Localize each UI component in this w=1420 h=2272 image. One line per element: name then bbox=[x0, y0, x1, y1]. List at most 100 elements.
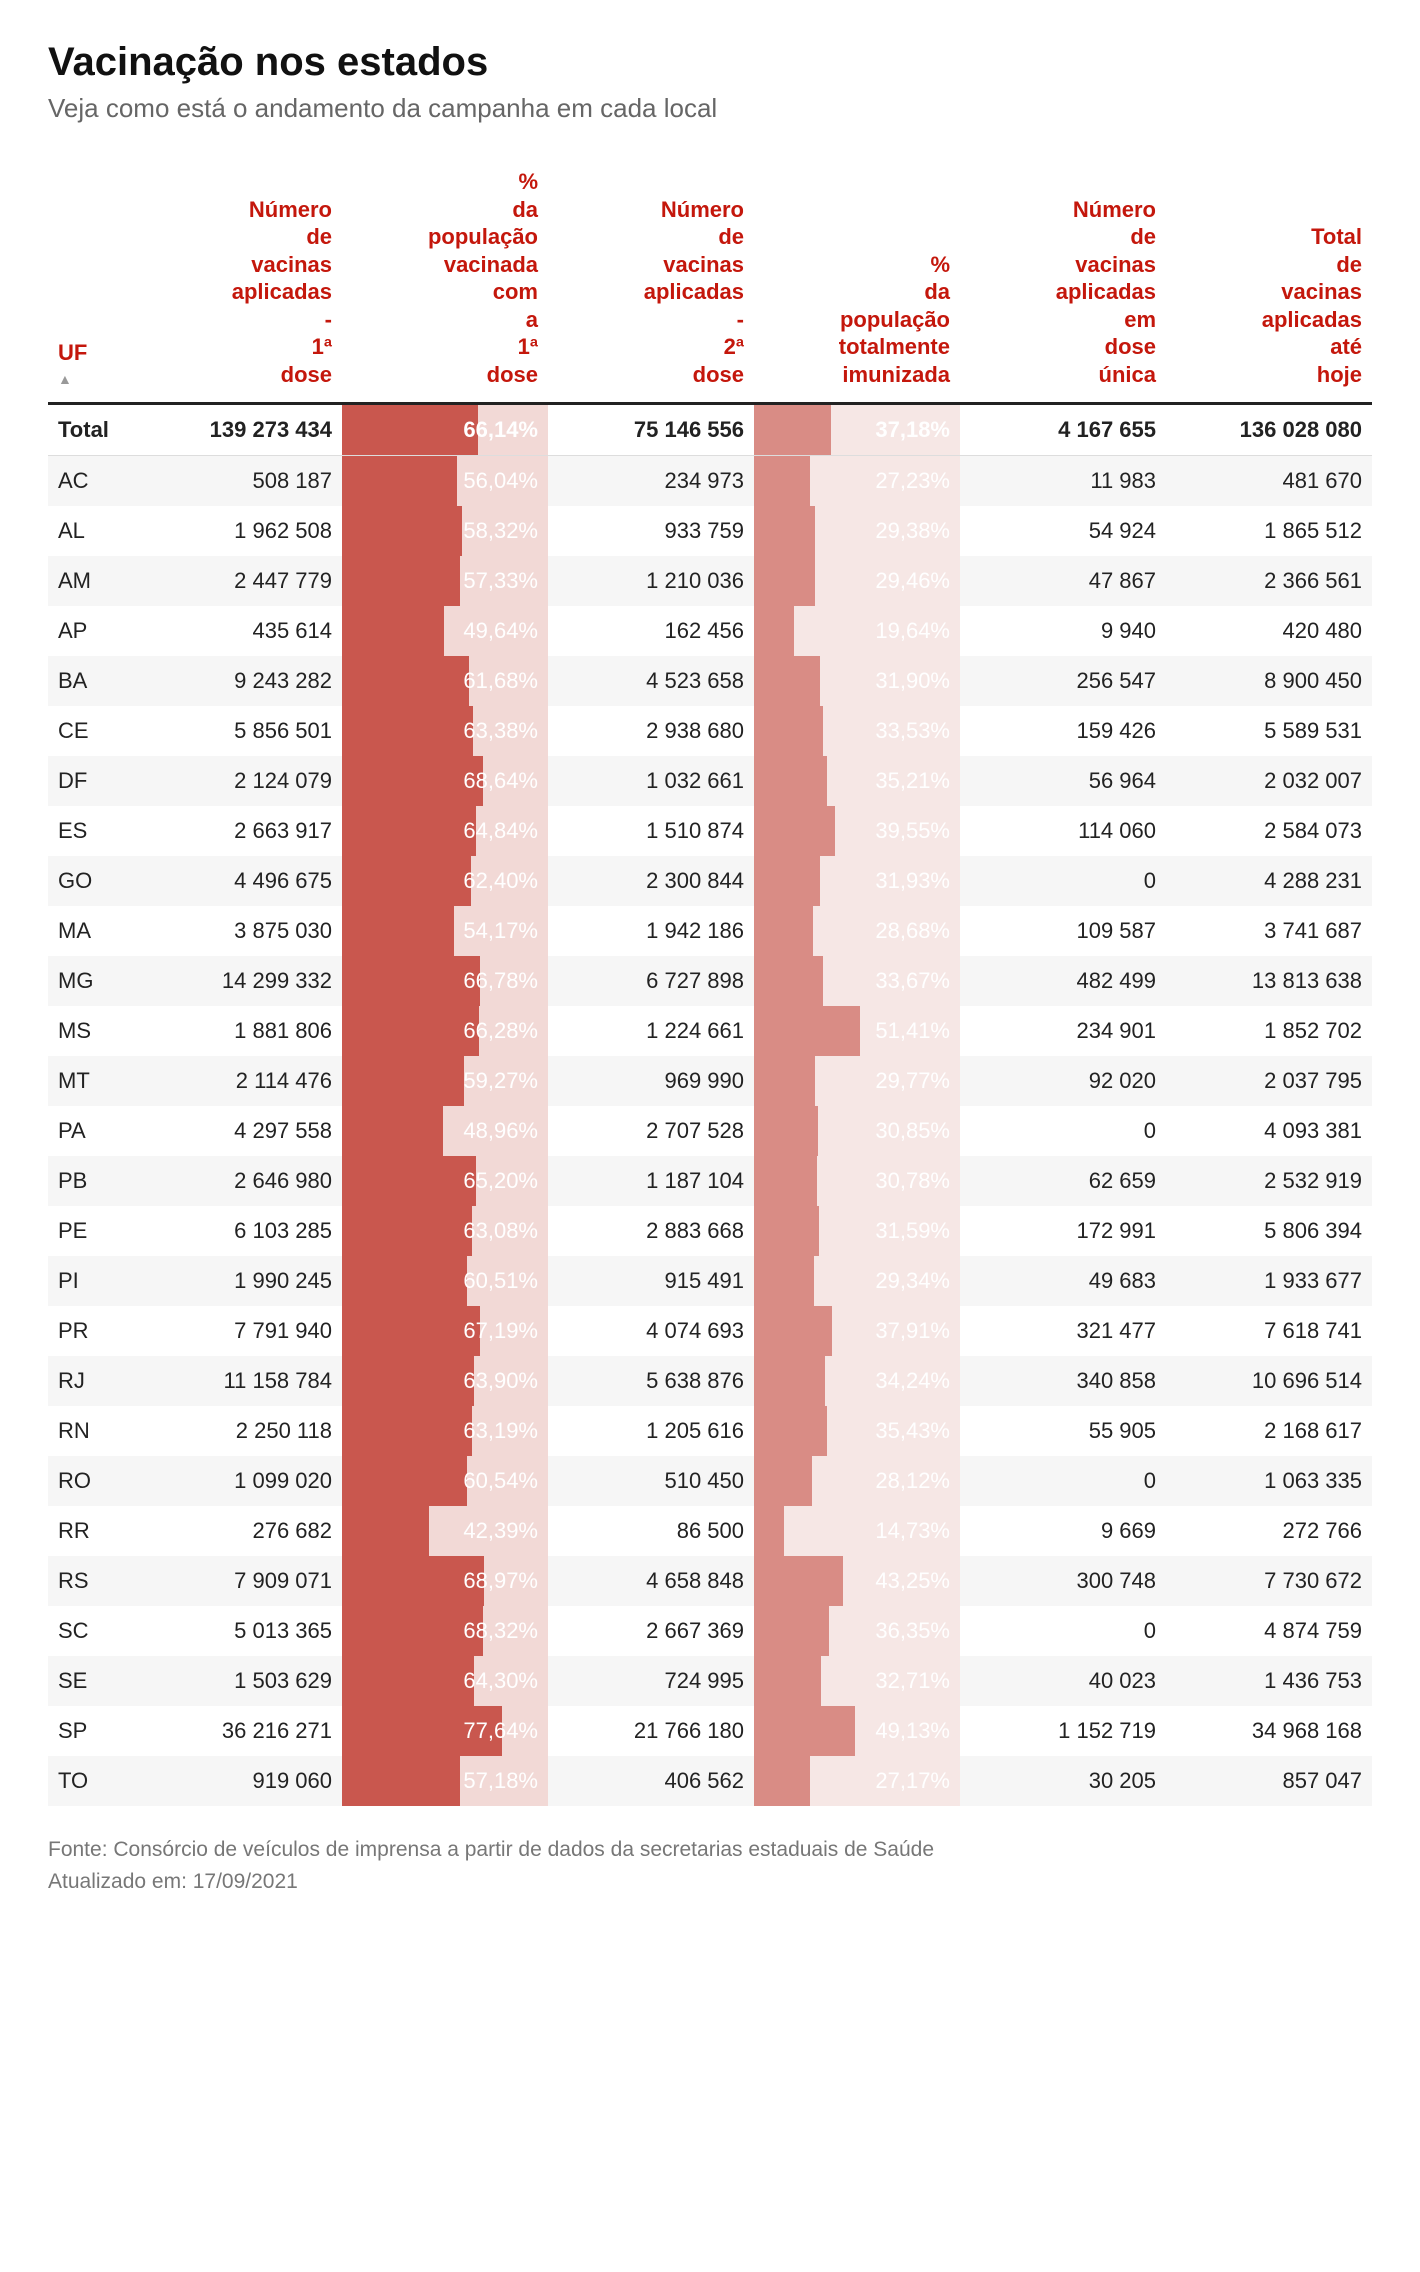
pct-value: 43,25% bbox=[754, 1556, 960, 1606]
total-cell: 481 670 bbox=[1166, 456, 1372, 507]
table-row: PI1 990 24560,51%915 49129,34%49 6831 93… bbox=[48, 1256, 1372, 1306]
pct-cell: 58,32% bbox=[342, 506, 548, 556]
pct-value: 68,32% bbox=[342, 1606, 548, 1656]
unica-cell: 55 905 bbox=[960, 1406, 1166, 1456]
total-cell: 4 288 231 bbox=[1166, 856, 1372, 906]
col-header-uf[interactable]: UF▲ bbox=[48, 160, 136, 404]
unica-cell: 30 205 bbox=[960, 1756, 1166, 1806]
unica-cell: 11 983 bbox=[960, 456, 1166, 507]
pct-value: 14,73% bbox=[754, 1506, 960, 1556]
table-row: SP36 216 27177,64%21 766 18049,13%1 152 … bbox=[48, 1706, 1372, 1756]
pct-cell: 27,23% bbox=[754, 456, 960, 507]
dose2-cell: 933 759 bbox=[548, 506, 754, 556]
pct-cell: 31,59% bbox=[754, 1206, 960, 1256]
pct-value: 37,18% bbox=[754, 405, 960, 455]
dose2-cell: 915 491 bbox=[548, 1256, 754, 1306]
dose2-cell: 2 707 528 bbox=[548, 1106, 754, 1156]
pct-cell: 60,51% bbox=[342, 1256, 548, 1306]
dose1-cell: 139 273 434 bbox=[136, 404, 342, 456]
pct-cell: 19,64% bbox=[754, 606, 960, 656]
pct-value: 19,64% bbox=[754, 606, 960, 656]
pct-value: 68,64% bbox=[342, 756, 548, 806]
unica-cell: 482 499 bbox=[960, 956, 1166, 1006]
col-header[interactable]: Númerodevacinasaplicadas-1ªdose bbox=[136, 160, 342, 404]
dose1-cell: 2 114 476 bbox=[136, 1056, 342, 1106]
pct-cell: 29,34% bbox=[754, 1256, 960, 1306]
dose2-cell: 510 450 bbox=[548, 1456, 754, 1506]
unica-cell: 159 426 bbox=[960, 706, 1166, 756]
pct-cell: 57,33% bbox=[342, 556, 548, 606]
uf-cell: RS bbox=[48, 1556, 136, 1606]
pct-value: 30,85% bbox=[754, 1106, 960, 1156]
pct-cell: 31,90% bbox=[754, 656, 960, 706]
pct-value: 29,34% bbox=[754, 1256, 960, 1306]
unica-cell: 4 167 655 bbox=[960, 404, 1166, 456]
pct-cell: 57,18% bbox=[342, 1756, 548, 1806]
pct-cell: 36,35% bbox=[754, 1606, 960, 1656]
footer-source: Fonte: Consórcio de veículos de imprensa… bbox=[48, 1834, 1372, 1866]
dose2-cell: 86 500 bbox=[548, 1506, 754, 1556]
pct-value: 29,77% bbox=[754, 1056, 960, 1106]
total-cell: 13 813 638 bbox=[1166, 956, 1372, 1006]
pct-value: 49,64% bbox=[342, 606, 548, 656]
unica-cell: 340 858 bbox=[960, 1356, 1166, 1406]
uf-cell: MA bbox=[48, 906, 136, 956]
pct-value: 42,39% bbox=[342, 1506, 548, 1556]
table-row: AL1 962 50858,32%933 75929,38%54 9241 86… bbox=[48, 506, 1372, 556]
pct-value: 31,93% bbox=[754, 856, 960, 906]
dose2-cell: 21 766 180 bbox=[548, 1706, 754, 1756]
col-header[interactable]: %dapopulaçãovacinadacoma1ªdose bbox=[342, 160, 548, 404]
pct-value: 33,67% bbox=[754, 956, 960, 1006]
dose1-cell: 2 646 980 bbox=[136, 1156, 342, 1206]
uf-cell: CE bbox=[48, 706, 136, 756]
pct-value: 66,14% bbox=[342, 405, 548, 455]
sort-asc-icon: ▲ bbox=[58, 371, 126, 389]
dose1-cell: 1 503 629 bbox=[136, 1656, 342, 1706]
dose2-cell: 1 942 186 bbox=[548, 906, 754, 956]
total-cell: 2 037 795 bbox=[1166, 1056, 1372, 1106]
pct-cell: 68,64% bbox=[342, 756, 548, 806]
unica-cell: 0 bbox=[960, 1106, 1166, 1156]
uf-cell: RJ bbox=[48, 1356, 136, 1406]
col-header[interactable]: Totaldevacinasaplicadasatéhoje bbox=[1166, 160, 1372, 404]
pct-value: 27,23% bbox=[754, 456, 960, 506]
pct-value: 64,30% bbox=[342, 1656, 548, 1706]
total-cell: 2 532 919 bbox=[1166, 1156, 1372, 1206]
dose2-cell: 4 658 848 bbox=[548, 1556, 754, 1606]
table-row: MG14 299 33266,78%6 727 89833,67%482 499… bbox=[48, 956, 1372, 1006]
pct-value: 60,51% bbox=[342, 1256, 548, 1306]
unica-cell: 49 683 bbox=[960, 1256, 1166, 1306]
unica-cell: 0 bbox=[960, 1456, 1166, 1506]
uf-cell: Total bbox=[48, 404, 136, 456]
unica-cell: 256 547 bbox=[960, 656, 1166, 706]
pct-value: 57,18% bbox=[342, 1756, 548, 1806]
total-cell: 136 028 080 bbox=[1166, 404, 1372, 456]
total-cell: 7 730 672 bbox=[1166, 1556, 1372, 1606]
col-header[interactable]: Númerodevacinasaplicadas-2ªdose bbox=[548, 160, 754, 404]
dose1-cell: 276 682 bbox=[136, 1506, 342, 1556]
table-row: PB2 646 98065,20%1 187 10430,78%62 6592 … bbox=[48, 1156, 1372, 1206]
uf-cell: MT bbox=[48, 1056, 136, 1106]
dose2-cell: 1 187 104 bbox=[548, 1156, 754, 1206]
col-header[interactable]: %dapopulaçãototalmenteimunizada bbox=[754, 160, 960, 404]
uf-cell: RR bbox=[48, 1506, 136, 1556]
total-cell: 3 741 687 bbox=[1166, 906, 1372, 956]
unica-cell: 40 023 bbox=[960, 1656, 1166, 1706]
vaccination-table: UF▲Númerodevacinasaplicadas-1ªdose%dapop… bbox=[48, 160, 1372, 1806]
pct-cell: 65,20% bbox=[342, 1156, 548, 1206]
pct-value: 54,17% bbox=[342, 906, 548, 956]
dose1-cell: 14 299 332 bbox=[136, 956, 342, 1006]
col-header[interactable]: Númerodevacinasaplicadasemdoseúnica bbox=[960, 160, 1166, 404]
table-row: GO4 496 67562,40%2 300 84431,93%04 288 2… bbox=[48, 856, 1372, 906]
total-row: Total139 273 43466,14%75 146 55637,18%4 … bbox=[48, 404, 1372, 456]
table-row: RR276 68242,39%86 50014,73%9 669272 766 bbox=[48, 1506, 1372, 1556]
total-cell: 2 584 073 bbox=[1166, 806, 1372, 856]
dose2-cell: 406 562 bbox=[548, 1756, 754, 1806]
pct-value: 39,55% bbox=[754, 806, 960, 856]
table-row: RO1 099 02060,54%510 45028,12%01 063 335 bbox=[48, 1456, 1372, 1506]
pct-value: 28,68% bbox=[754, 906, 960, 956]
pct-cell: 59,27% bbox=[342, 1056, 548, 1106]
uf-cell: DF bbox=[48, 756, 136, 806]
dose2-cell: 1 032 661 bbox=[548, 756, 754, 806]
table-row: BA9 243 28261,68%4 523 65831,90%256 5478… bbox=[48, 656, 1372, 706]
